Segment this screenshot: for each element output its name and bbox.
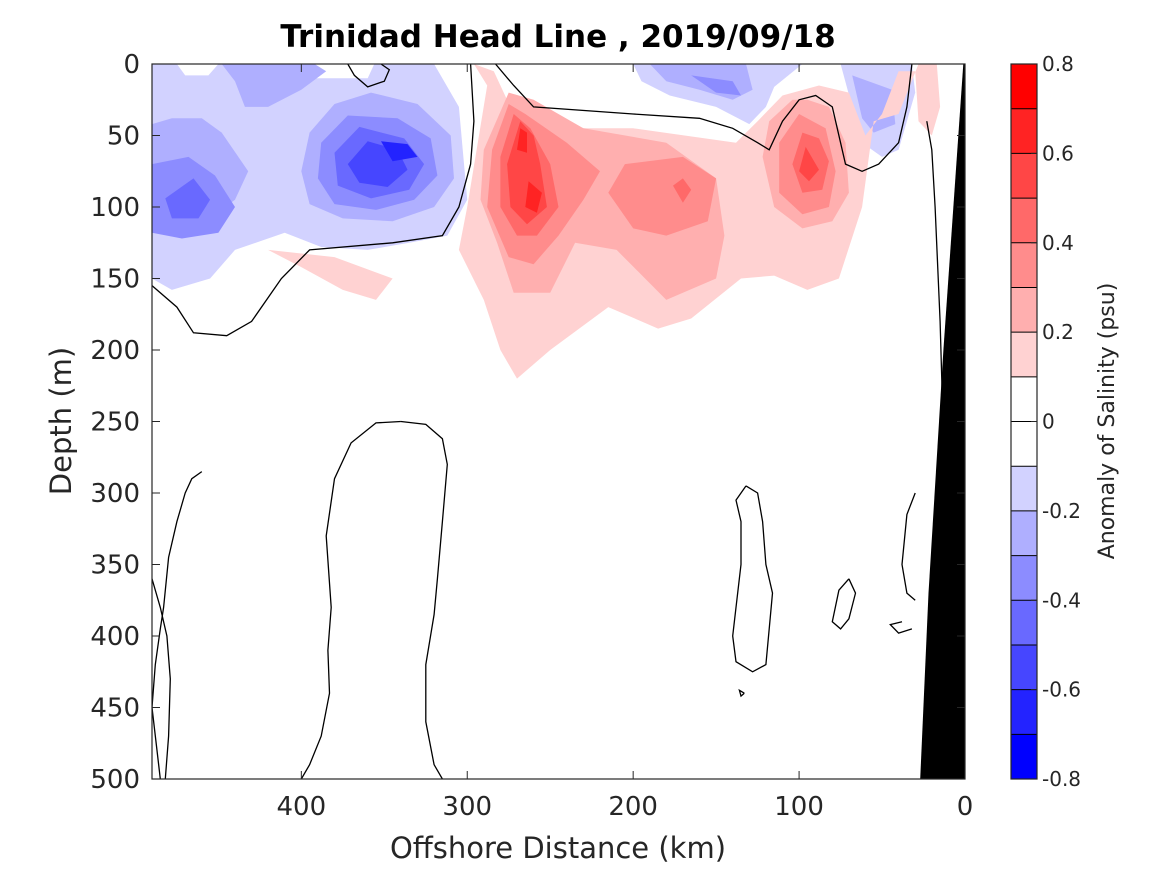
colorbar-swatch [1011,421,1037,467]
plot-area [152,64,965,779]
colorbar-swatch [1011,64,1037,110]
axes: 400 300 200 100 0 0 50 100 150 200 250 300 350 400 450… [90,50,973,822]
colorbar-swatch [1011,287,1037,333]
x-axis-label: Offshore Distance (km) [390,831,726,865]
colorbar-swatch [1011,153,1037,199]
contour-fill-pos-05 [608,156,717,236]
y-tick-label: 100 [90,193,140,223]
zero-contour-10 [738,688,745,698]
zero-contour-6 [152,578,171,779]
x-tick-label: 0 [957,792,974,822]
y-tick-label: 450 [90,694,140,724]
colorbar-tick-label: -0.4 [1042,588,1081,612]
zero-contour-2 [347,64,391,88]
colorbar-tick-label: -0.8 [1042,767,1081,791]
y-tick-label: 300 [90,479,140,509]
colorbar-swatch [1011,198,1037,244]
contour-fill-neg-02b [221,64,327,107]
colorbar-tick-label: 0.8 [1042,52,1074,76]
y-tick-label: 250 [90,408,140,438]
contour-fill-neg-11 [852,75,896,133]
colorbar-swatch [1011,689,1037,735]
colorbar-swatch [1011,108,1037,154]
colorbar-swatch [1011,510,1037,556]
colorbar-label: Anomaly of Salinity (psu) [1095,283,1120,560]
x-tick-label: 300 [442,792,492,822]
colorbar-tick-label: 0.4 [1042,231,1074,255]
contour-fills [152,64,941,379]
contour-fill-pos-12 [517,128,527,153]
colorbar-tick-label: 0 [1042,410,1055,434]
zero-contour-9 [732,485,774,673]
y-tick-label: 0 [123,50,140,80]
zero-contour-11 [831,578,857,630]
zero-contour-8 [400,420,448,779]
colorbar-tick-label: -0.6 [1042,678,1081,702]
colorbar-tick-label: 0.6 [1042,141,1074,165]
contour-fill-pos-14 [268,249,393,300]
colorbar-swatch [1011,600,1037,646]
contour-fill-neg-06 [381,141,418,162]
y-tick-label: 400 [90,622,140,652]
zero-contour-7 [300,420,401,779]
y-tick-label: 500 [90,765,140,795]
y-tick-label: 50 [107,122,140,152]
y-tick-label: 150 [90,265,140,295]
contour-fill-pos-09 [673,178,692,203]
contour-fill-pos-11 [799,146,819,182]
colorbar-swatch [1011,734,1037,780]
chart-title: Trinidad Head Line , 2019/09/18 [280,19,835,55]
y-tick-label: 350 [90,551,140,581]
contour-fill-pos-13 [525,181,542,213]
x-tick-label: 100 [774,792,824,822]
colorbar: 0.8 0.6 0.4 0.2 0 -0.2 -0.4 -0.6 -0.8 [1010,52,1081,791]
colorbar-tick-label: -0.2 [1042,499,1081,523]
contour-fill-neg-09 [691,75,741,96]
colorbar-swatch [1011,466,1037,512]
zero-contour-12 [889,621,913,634]
colorbar-swatch [1011,242,1037,288]
colorbar-swatch [1011,376,1037,422]
x-tick-label: 400 [277,792,327,822]
zero-contour-lines [152,64,948,779]
bathymetry [920,64,965,779]
x-tick-label: 200 [608,792,658,822]
y-tick-label: 200 [90,336,140,366]
zero-contour-5 [152,471,203,779]
contour-fill-neg-04a [165,178,211,219]
zero-contour-13 [901,492,916,601]
colorbar-swatch [1011,644,1037,691]
zero-contour-3 [495,64,913,173]
y-axis-label: Depth (m) [44,347,78,495]
zero-contour-1 [152,64,475,337]
colorbar-tick-label: 0.2 [1042,320,1074,344]
colorbar-swatch [1011,332,1037,378]
colorbar-swatch [1011,555,1037,601]
